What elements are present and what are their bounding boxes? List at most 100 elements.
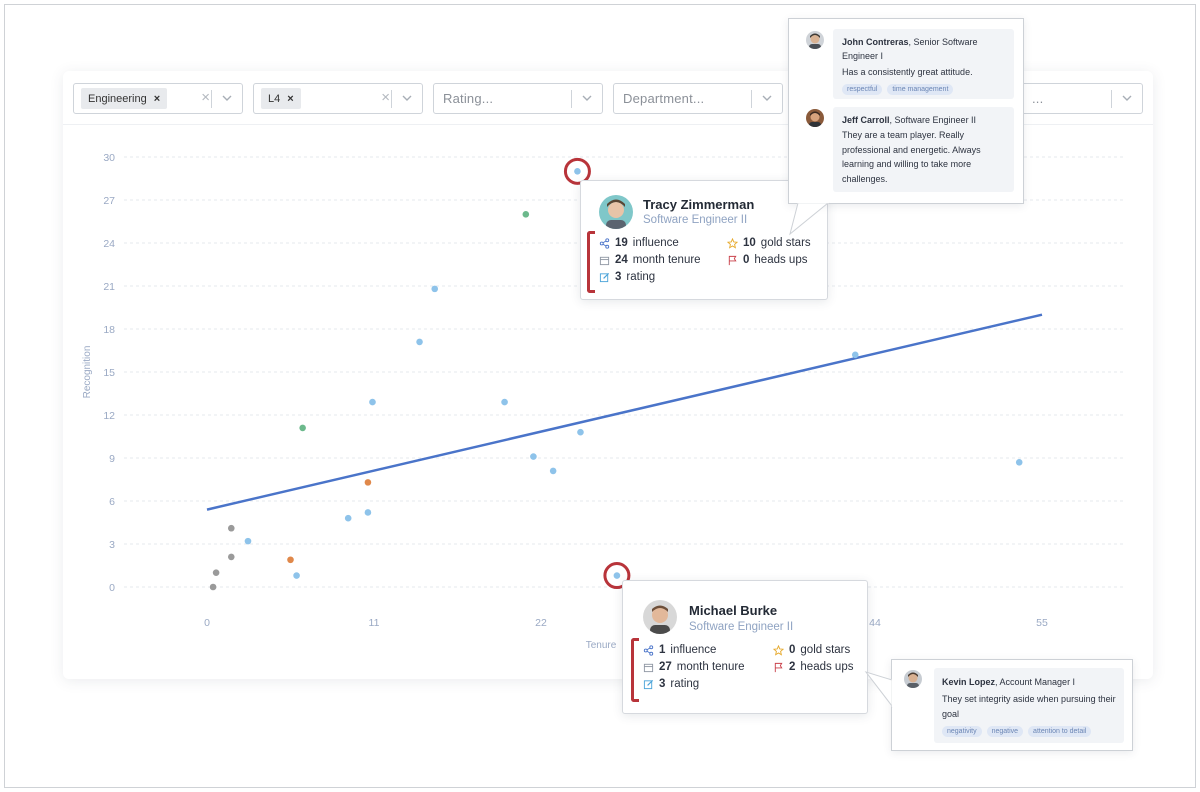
edit-icon — [643, 679, 654, 689]
divider — [751, 90, 752, 108]
comment-role: , Software Engineer II — [889, 115, 977, 125]
chevron-down-icon[interactable] — [221, 92, 233, 104]
y-axis-label: Recognition — [82, 346, 93, 399]
data-point — [501, 398, 508, 406]
stat-label: month tenure — [676, 661, 745, 673]
stat-heads-ups: 2 heads ups — [773, 661, 853, 673]
tag: time management — [887, 84, 954, 95]
stat-label: heads ups — [800, 661, 854, 673]
data-point — [212, 569, 220, 576]
data-point — [613, 572, 621, 579]
stat-heads-ups: 0 heads ups — [727, 254, 807, 266]
data-point — [227, 553, 235, 561]
divider — [391, 90, 392, 108]
data-point — [577, 428, 584, 436]
divider — [1111, 90, 1112, 108]
star-icon — [727, 237, 738, 249]
avatar — [599, 195, 633, 229]
chevron-down-icon[interactable] — [1121, 92, 1133, 104]
filter-bar: Engineering × × L4 × × Rating... — [63, 71, 1153, 125]
employee-title: Software Engineer II — [689, 621, 794, 633]
avatar — [806, 31, 824, 49]
stat-label: gold stars — [800, 644, 851, 656]
y-tick-label: 24 — [103, 238, 115, 250]
stat-tenure: 27 month tenure — [643, 661, 745, 673]
data-point — [299, 424, 306, 432]
comment-text: They set integrity aside when pursuing t… — [942, 694, 1116, 719]
stat-rating: 3 rating — [599, 271, 655, 283]
stat-label: gold stars — [760, 237, 811, 249]
x-tick-label: 55 — [1036, 617, 1048, 629]
chevron-down-icon[interactable] — [401, 92, 413, 104]
y-tick-label: 9 — [109, 453, 115, 465]
chip-remove-icon[interactable]: × — [287, 92, 294, 105]
clear-icon[interactable]: × — [201, 89, 210, 106]
stat-value: 3 — [615, 271, 622, 283]
stat-label: influence — [670, 644, 717, 656]
chip-label: L4 — [268, 92, 281, 105]
comment-header: Kevin Lopez, Account Manager I — [942, 675, 1120, 689]
calendar-icon — [599, 256, 610, 265]
stat-label: influence — [632, 237, 679, 249]
flag-icon — [728, 255, 737, 265]
employee-title: Software Engineer II — [643, 214, 748, 226]
comment-author: John Contreras — [842, 37, 909, 47]
employee-tooltip-michael: Michael Burke Software Engineer II 1 infl… — [622, 580, 868, 714]
chip-remove-icon[interactable]: × — [153, 92, 161, 105]
data-point — [227, 524, 235, 532]
comment-card: Jeff Carroll, Software Engineer II They … — [833, 107, 1014, 192]
star-icon — [773, 644, 784, 656]
data-point — [416, 338, 423, 346]
filter-chip: L4 × — [261, 88, 301, 109]
chip-label: Engineering — [88, 92, 147, 105]
edit-icon — [599, 272, 610, 282]
tag: negative — [986, 726, 1024, 737]
divider — [571, 90, 572, 108]
stat-value: 0 — [743, 254, 750, 266]
filter-team-select[interactable]: Engineering × × — [73, 83, 243, 114]
y-tick-label: 21 — [103, 281, 115, 293]
data-point — [244, 537, 252, 545]
stat-value: 3 — [659, 678, 666, 690]
comment-text: Has a consistently great attitude. — [842, 67, 973, 77]
data-point — [364, 509, 372, 516]
x-tick-label: 0 — [204, 617, 210, 629]
stat-value: 0 — [789, 644, 796, 656]
tag: negativity — [942, 726, 982, 737]
data-point — [851, 351, 859, 359]
chevron-down-icon[interactable] — [581, 92, 593, 104]
comments-bubble-top: John Contreras, Senior Software Engineer… — [788, 18, 1024, 204]
select-placeholder: ... — [1032, 91, 1044, 106]
comment-author: Jeff Carroll — [842, 115, 890, 125]
employee-name: Tracy Zimmerman — [643, 197, 755, 212]
stat-label: month tenure — [632, 254, 701, 266]
y-tick-label: 6 — [109, 496, 115, 508]
data-point — [293, 572, 300, 579]
comment-card: John Contreras, Senior Software Engineer… — [833, 29, 1014, 99]
filter-rating-select[interactable]: Rating... — [433, 83, 603, 114]
filter-level-select[interactable]: L4 × × — [253, 83, 423, 114]
tag: attention to detail — [1028, 726, 1092, 737]
comment-role: , Account Manager I — [995, 677, 1076, 687]
data-point — [574, 168, 581, 175]
stat-value: 19 — [615, 237, 628, 249]
data-point — [364, 479, 372, 486]
stat-rating: 3 rating — [643, 678, 699, 690]
y-tick-label: 3 — [109, 539, 115, 551]
chevron-down-icon[interactable] — [761, 92, 773, 104]
divider — [211, 90, 212, 108]
stat-value: 10 — [743, 237, 756, 249]
stat-value: 27 — [659, 661, 672, 673]
y-tick-label: 0 — [109, 582, 115, 594]
stat-influence: 1 influence — [643, 644, 716, 656]
data-point — [369, 398, 376, 406]
data-point — [209, 583, 217, 591]
y-tick-label: 30 — [103, 152, 115, 164]
data-point — [522, 211, 530, 218]
share-icon — [643, 644, 654, 656]
trend-line — [206, 313, 1043, 511]
x-tick-label: 22 — [535, 617, 547, 629]
filter-department-select[interactable]: Department... — [613, 83, 783, 114]
clear-icon[interactable]: × — [381, 89, 390, 106]
